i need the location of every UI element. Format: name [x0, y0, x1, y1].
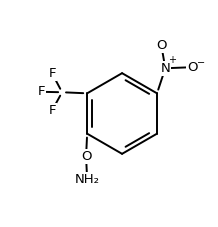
Text: O: O	[187, 61, 198, 74]
Text: F: F	[38, 85, 45, 98]
Text: N: N	[160, 62, 170, 75]
Text: F: F	[49, 67, 56, 80]
Text: F: F	[49, 104, 56, 117]
Text: −: −	[197, 58, 205, 68]
Text: +: +	[168, 55, 176, 65]
Text: O: O	[81, 150, 91, 163]
Text: O: O	[156, 39, 167, 52]
Text: NH₂: NH₂	[75, 173, 100, 186]
